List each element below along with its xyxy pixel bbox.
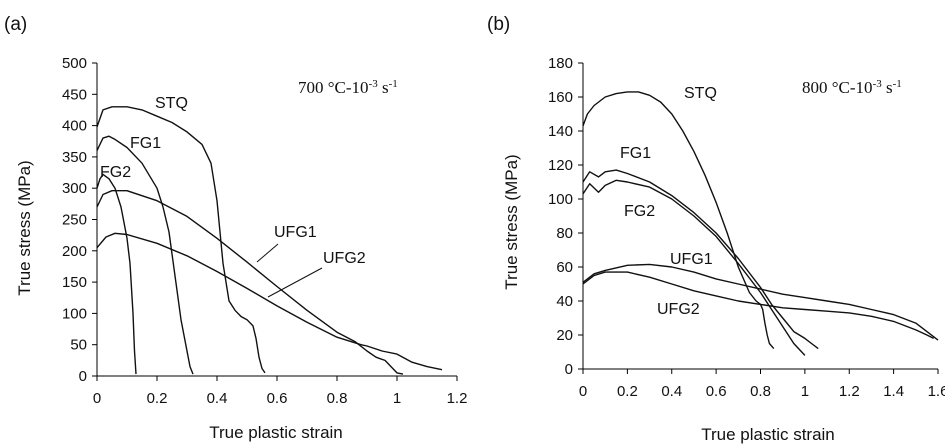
x-tick-label: 0.2 <box>147 390 168 407</box>
label-ufg2-b: UFG2 <box>657 301 700 318</box>
label-ufg1-b: UFG1 <box>670 251 713 268</box>
y-tick-label: 40 <box>556 293 573 310</box>
y-tick-label: 140 <box>548 123 573 140</box>
panel-b: (b) True stress (MPa) True plastic strai… <box>487 14 945 444</box>
label-stq-b: STQ <box>684 85 717 102</box>
label-stq-a: STQ <box>155 95 188 112</box>
label-fg2-a: FG2 <box>100 164 131 181</box>
curve-fg2-b <box>582 179 806 356</box>
y-tick-label: 450 <box>62 86 87 103</box>
leader-ufg2-a <box>267 267 323 298</box>
curve-fg1-a <box>96 135 194 375</box>
curve-ufg2-b <box>582 271 934 340</box>
x-ticks-a: 0 0.2 0.4 0.6 0.8 1 1.2 <box>93 376 468 407</box>
x-tick-label: 0.8 <box>327 390 348 407</box>
label-fg1-a: FG1 <box>130 135 161 152</box>
panel-label-a: (a) <box>4 14 27 35</box>
panel-a: (a) True stress (MPa) True plastic strai… <box>4 14 467 442</box>
y-tick-label: 300 <box>62 180 87 197</box>
y-tick-label: 60 <box>556 259 573 276</box>
leader-ufg1-a <box>256 243 279 263</box>
x-tick-label: 1 <box>801 383 809 400</box>
curves-a <box>96 106 443 375</box>
curve-fg1-b <box>582 169 819 350</box>
curve-fg2-a <box>96 173 137 375</box>
x-axis-title-b: True plastic strain <box>701 425 835 444</box>
y-ticks-b: 0 20 40 60 80 100 120 140 160 180 <box>548 55 583 378</box>
y-tick-label: 100 <box>62 305 87 322</box>
x-ticks-b: 0 0.2 0.4 0.6 0.8 1 1.2 1.4 1.6 <box>579 369 945 400</box>
curve-ufg1-a <box>96 190 404 375</box>
curve-stq-a <box>96 106 266 374</box>
curve-ufg2-a <box>96 232 443 371</box>
y-tick-label: 150 <box>62 274 87 291</box>
y-tick-label: 50 <box>70 337 87 354</box>
x-tick-label: 0 <box>579 383 587 400</box>
x-tick-label: 1.6 <box>928 383 945 400</box>
x-tick-label: 0.4 <box>661 383 682 400</box>
y-tick-label: 200 <box>62 243 87 260</box>
y-tick-label: 250 <box>62 212 87 229</box>
label-fg1-b: FG1 <box>620 145 651 162</box>
y-tick-label: 20 <box>556 327 573 344</box>
y-tick-label: 0 <box>79 368 87 385</box>
x-tick-label: 0.2 <box>617 383 638 400</box>
y-tick-label: 0 <box>565 361 573 378</box>
curve-stq-b <box>582 91 775 350</box>
x-axis-title-a: True plastic strain <box>209 423 343 442</box>
x-tick-label: 1.2 <box>447 390 468 407</box>
condition-annotation-a: 700 °C-10-3 s-1 <box>298 78 398 97</box>
x-tick-label: 0.6 <box>706 383 727 400</box>
x-tick-label: 0.4 <box>207 390 228 407</box>
y-tick-label: 400 <box>62 118 87 135</box>
y-tick-label: 160 <box>548 89 573 106</box>
label-fg2-b: FG2 <box>624 203 655 220</box>
y-axis-title-a: True stress (MPa) <box>15 160 34 295</box>
y-tick-label: 100 <box>548 191 573 208</box>
curves-b <box>582 91 939 356</box>
y-tick-label: 80 <box>556 225 573 242</box>
panel-label-b: (b) <box>487 14 510 35</box>
label-ufg1-a: UFG1 <box>274 224 317 241</box>
y-tick-label: 500 <box>62 55 87 72</box>
y-tick-label: 180 <box>548 55 573 72</box>
condition-annotation-b: 800 °C-10-3 s-1 <box>802 78 902 97</box>
y-ticks-a: 0 50 100 150 200 250 300 350 400 450 500 <box>62 55 97 385</box>
x-tick-label: 0.6 <box>267 390 288 407</box>
curve-ufg1-b <box>582 263 939 341</box>
x-tick-label: 0.8 <box>750 383 771 400</box>
label-ufg2-a: UFG2 <box>323 250 366 267</box>
x-tick-label: 1 <box>393 390 401 407</box>
x-tick-label: 0 <box>93 390 101 407</box>
y-tick-label: 120 <box>548 157 573 174</box>
x-tick-label: 1.4 <box>883 383 904 400</box>
x-tick-label: 1.2 <box>839 383 860 400</box>
y-tick-label: 350 <box>62 149 87 166</box>
y-axis-title-b: True stress (MPa) <box>502 154 521 289</box>
